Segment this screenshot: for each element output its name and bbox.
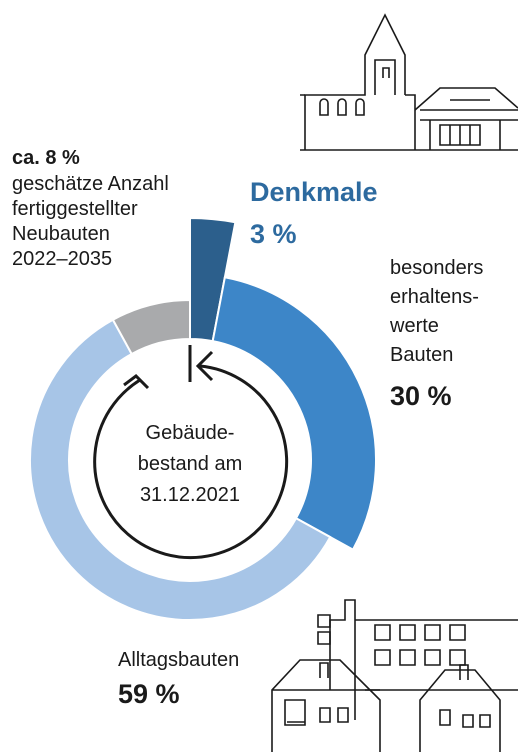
besonders-value: 30 % (390, 380, 452, 412)
neubauten-value: ca. 8 % (12, 146, 80, 171)
historic-building-icon (300, 15, 518, 150)
besonders-label: besonders erhaltens- werte Bauten (390, 254, 483, 370)
chart (0, 0, 518, 752)
housing-icon (272, 600, 518, 752)
denkmale-label: Denkmale (250, 176, 378, 208)
alltag-value: 59 % (118, 678, 180, 710)
denkmale-value: 3 % (250, 218, 297, 250)
neubauten-label: geschätze Anzahl fertiggestellter Neubau… (12, 172, 169, 272)
center-label: Gebäude- bestand am 31.12.2021 (90, 418, 290, 511)
infographic: ca. 8 % geschätze Anzahl fertiggestellte… (0, 0, 518, 752)
alltag-label: Alltagsbauten (118, 648, 239, 673)
